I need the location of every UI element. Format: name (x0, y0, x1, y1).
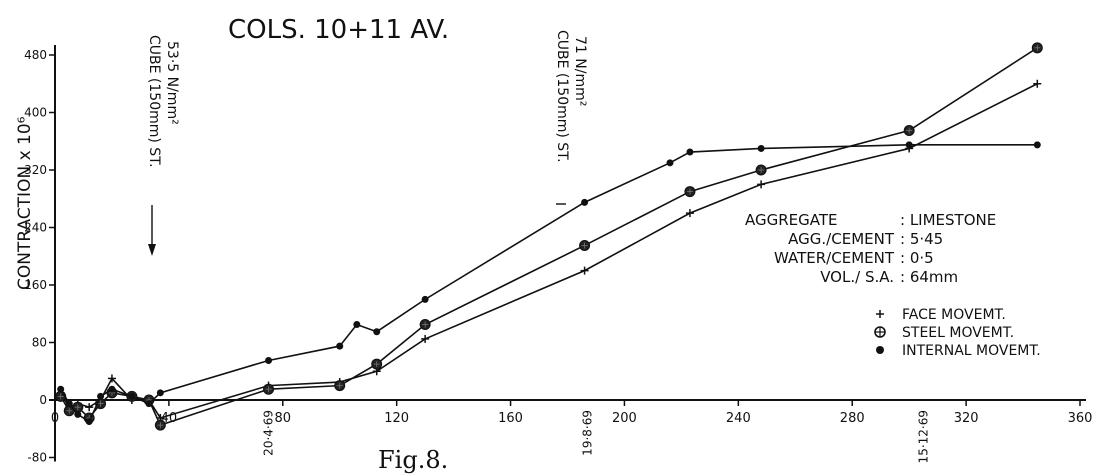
x-tick-label: 280 (840, 411, 865, 426)
data-point-dot (97, 392, 105, 400)
annotation-line-2: 71 N/mm² (572, 36, 588, 106)
data-point-circled-plus (419, 319, 431, 331)
data-point-dot (353, 321, 361, 329)
data-point-dot (666, 159, 674, 167)
data-point-circled-plus (755, 164, 767, 176)
data-point-circled-plus (263, 383, 275, 395)
annotation-cube-strength: CUBE (150mm) ST. 53·5 N/mm² (146, 35, 180, 256)
data-point-plus (85, 403, 94, 412)
data-point-dot (65, 400, 73, 408)
date-label: 20·4·69 (262, 410, 276, 456)
x-tick-label: 240 (726, 411, 751, 426)
series-line-3 (60, 144, 1038, 423)
info-label: WATER/CEMENT (774, 249, 895, 267)
data-point-circled-plus (371, 358, 383, 370)
y-tick-label: 400 (24, 106, 47, 120)
data-point-dot (108, 385, 116, 393)
x-tick-label: 160 (498, 411, 523, 426)
data-point-plus (107, 374, 116, 383)
data-point-dot (686, 148, 694, 156)
data-point-circled-plus (334, 380, 346, 392)
data-point-circled-plus (903, 124, 915, 136)
data-point-dot (85, 418, 93, 426)
data-point-circled-plus (154, 419, 166, 431)
annotation-line-1: CUBE (150mm) ST. (146, 35, 162, 168)
legend-marker-dot (876, 346, 884, 354)
annotation-cube-strength: CUBE (150mm) ST. 71 N/mm² (554, 30, 588, 205)
data-point-plus (1033, 79, 1042, 88)
figure-caption: Fig.8. (378, 446, 448, 474)
legend-label: FACE MOVEMT. (902, 307, 1006, 323)
data-point-dot (145, 400, 153, 408)
date-label: 19·8·69 (580, 410, 594, 456)
x-tick-label: 320 (954, 411, 979, 426)
data-point-dot (373, 328, 381, 336)
y-tick-label: 160 (24, 278, 47, 292)
legend-label: INTERNAL MOVEMT. (902, 343, 1041, 359)
data-point-dot (905, 141, 913, 149)
legend-label: STEEL MOVEMT. (902, 325, 1014, 341)
data-point-plus (685, 209, 694, 218)
annotation-line-1: CUBE (150mm) ST. (554, 30, 570, 163)
data-point-dot (156, 389, 164, 397)
data-point-dot (128, 392, 136, 400)
data-point-dot (336, 342, 344, 350)
data-point-circled-plus (1031, 42, 1043, 54)
y-tick-label: 240 (24, 221, 47, 235)
y-tick-label: -80 (27, 451, 47, 465)
data-point-dot (757, 144, 765, 152)
data-point-dot (57, 385, 65, 393)
y-tick-label: 0 (39, 393, 47, 407)
series-group (55, 42, 1043, 431)
legend-entry: FACE MOVEMT. (876, 307, 1006, 323)
y-axis-label: CONTRACTION x 10⁶ (15, 116, 35, 290)
x-tick-label: 80 (275, 411, 292, 426)
x-tick-label: 120 (384, 411, 409, 426)
info-value: : 0·5 (900, 249, 934, 267)
data-point-dot (265, 356, 273, 364)
data-point-dot (1033, 141, 1041, 149)
legend-entry: STEEL MOVEMT. (874, 325, 1014, 341)
annotation-line-2: 53·5 N/mm² (164, 41, 180, 125)
y-tick-label: 480 (24, 48, 47, 62)
info-value: : 5·45 (900, 230, 943, 248)
data-point-dot (581, 198, 589, 206)
data-point-plus (580, 266, 589, 275)
x-tick-label: 360 (1068, 411, 1093, 426)
arrowhead (148, 244, 156, 256)
chart-title: COLS. 10+11 AV. (228, 15, 449, 45)
y-tick-label: 80 (32, 336, 47, 350)
date-label: 15·12·69 (916, 410, 930, 463)
y-tick-label: 320 (24, 163, 47, 177)
info-label: AGG./CEMENT (788, 230, 895, 248)
info-label: AGGREGATE (745, 211, 838, 229)
x-tick-label: 0 (51, 411, 59, 426)
data-point-circled-plus (684, 186, 696, 198)
x-tick-label: 200 (612, 411, 637, 426)
info-value: : 64mm (900, 268, 958, 286)
legend-entry: INTERNAL MOVEMT. (876, 343, 1041, 359)
data-point-dot (421, 295, 429, 303)
info-label: VOL./ S.A. (820, 268, 894, 286)
data-point-plus (421, 334, 430, 343)
data-point-plus (757, 180, 766, 189)
data-point-dot (74, 410, 82, 418)
info-value: : LIMESTONE (900, 211, 996, 229)
data-point-circled-plus (579, 239, 591, 251)
